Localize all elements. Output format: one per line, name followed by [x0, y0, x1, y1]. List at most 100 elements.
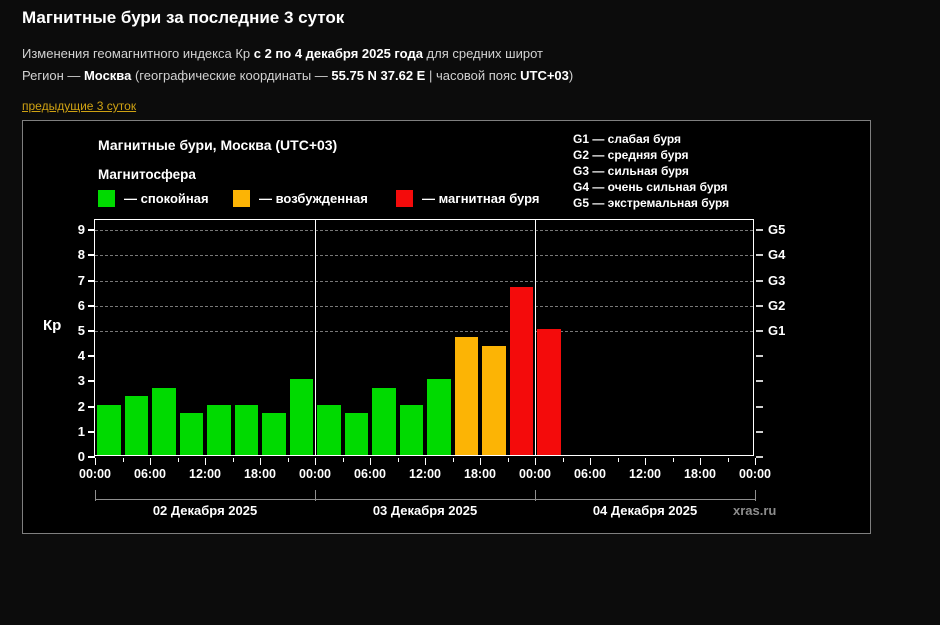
x-tick [590, 458, 591, 465]
g1-legend-line: G1 — слабая буря [573, 132, 682, 146]
x-tick-label: 06:00 [574, 467, 606, 481]
g-level-label: G4 [768, 247, 786, 263]
x-tick [562, 458, 564, 462]
right-axis-tick [756, 405, 763, 408]
kp-bar [152, 387, 176, 455]
kp-bar [427, 379, 451, 455]
active-color-swatch [233, 189, 250, 207]
y-tick [88, 430, 95, 433]
x-tick [700, 458, 701, 465]
x-tick [397, 458, 399, 462]
x-tick [755, 458, 756, 465]
legend-item-storm: — магнитная буря [396, 189, 539, 207]
y-tick [88, 254, 95, 257]
right-axis-tick [756, 430, 763, 433]
date-label: 03 Декабря 2025 [372, 503, 478, 518]
right-axis-tick [756, 456, 763, 458]
x-tick-label: 00:00 [519, 467, 551, 481]
legend-item-active: — возбужденная [233, 189, 368, 207]
x-tick-label: 00:00 [739, 467, 771, 481]
x-tick [425, 458, 426, 465]
x-tick-label: 18:00 [244, 467, 276, 481]
y-tick [88, 329, 95, 332]
x-tick-label: 18:00 [464, 467, 496, 481]
kp-bar [207, 404, 231, 455]
x-tick [480, 458, 481, 465]
kp-gridline [95, 280, 753, 282]
day-separator [535, 220, 536, 455]
y-tick [88, 355, 95, 358]
g-level-label: G2 [768, 297, 786, 313]
x-tick-label: 12:00 [409, 467, 441, 481]
previous-3-days-link[interactable]: предыдущие 3 суток [22, 99, 137, 113]
date-axis-tick [95, 490, 96, 501]
right-axis-tick [756, 254, 763, 257]
x-tick [232, 458, 234, 462]
kp-bar [289, 379, 313, 455]
right-axis-tick [756, 229, 763, 232]
g4-legend-line: G4 — очень сильная буря [573, 180, 728, 194]
region-line: Регион — Москва (географические координа… [22, 68, 573, 83]
kp-bar [509, 286, 533, 455]
kp-bar [482, 345, 506, 455]
right-axis-tick [756, 279, 763, 282]
chart-subtitle-line: Изменения геомагнитного индекса Кр с 2 п… [22, 46, 543, 61]
page-title: Магнитные бури за последние 3 суток [22, 8, 345, 27]
subtitle-dates: с 2 по 4 декабря 2025 года [253, 46, 423, 61]
g2-legend-line: G2 — средняя буря [573, 148, 689, 162]
region-coords: 55.75 N 37.62 E [331, 68, 426, 83]
y-tick-label: 5 [77, 322, 85, 338]
x-tick [645, 458, 646, 465]
g3-legend-line: G3 — сильная буря [573, 164, 689, 178]
x-tick [287, 458, 289, 462]
date-label: 04 Декабря 2025 [592, 503, 698, 518]
y-tick-label: 2 [77, 398, 85, 414]
g-level-label: G5 [768, 222, 786, 238]
x-tick [507, 458, 509, 462]
kp-bar [344, 412, 368, 455]
date-label: 02 Декабря 2025 [152, 503, 258, 518]
legend-item-quiet: — спокойная [98, 189, 209, 207]
x-tick-label: 00:00 [79, 467, 111, 481]
region-prefix: Регион — [22, 68, 84, 83]
kp-bar [372, 387, 396, 455]
x-tick [315, 458, 316, 465]
g-level-label: G3 [768, 272, 786, 288]
x-tick [122, 458, 124, 462]
storm-color-swatch [396, 189, 413, 207]
y-tick [88, 279, 95, 282]
right-axis-tick [756, 329, 763, 332]
x-tick [177, 458, 179, 462]
plot-area: 0 1 2 3 4 5 6 7 8 9 G1 G2 G3 G4 G5 00:00 06:00 12:00 18:00… [78, 219, 785, 518]
x-tick [95, 458, 96, 465]
y-tick-label: 4 [77, 348, 85, 364]
x-tick-label: 12:00 [629, 467, 661, 481]
kp-gridline [95, 230, 753, 232]
y-tick-label: 8 [77, 247, 85, 263]
y-tick-label: 7 [77, 272, 85, 288]
x-tick [370, 458, 371, 465]
x-tick-label: 18:00 [684, 467, 716, 481]
subtitle-text: Изменения геомагнитного индекса Кр [22, 46, 254, 61]
x-tick-label: 06:00 [134, 467, 166, 481]
kp-bar [262, 412, 286, 455]
x-tick-label: 00:00 [299, 467, 331, 481]
y-axis-label: Кр [43, 317, 62, 334]
kp-bar [234, 404, 258, 455]
x-tick [617, 458, 619, 462]
legend-label-active: — возбужденная [259, 190, 368, 206]
y-tick-label: 0 [77, 449, 85, 464]
x-tick [260, 458, 261, 465]
g-scale-legend: G1 — слабая буря G2 — средняя буря G3 — … [573, 131, 729, 211]
kp-bar [97, 404, 121, 455]
date-axis-line [95, 499, 755, 500]
x-tick [342, 458, 344, 462]
chart-panel: Магнитные бури, Москва (UTC+03) Магнитос… [22, 120, 871, 534]
x-tick [535, 458, 536, 465]
y-tick-label: 9 [77, 222, 85, 238]
day-separator [315, 220, 316, 455]
kp-bar [454, 337, 478, 455]
region-coords-prefix: (географические координаты — [131, 68, 332, 83]
right-axis-tick [756, 380, 763, 383]
x-tick [727, 458, 729, 462]
